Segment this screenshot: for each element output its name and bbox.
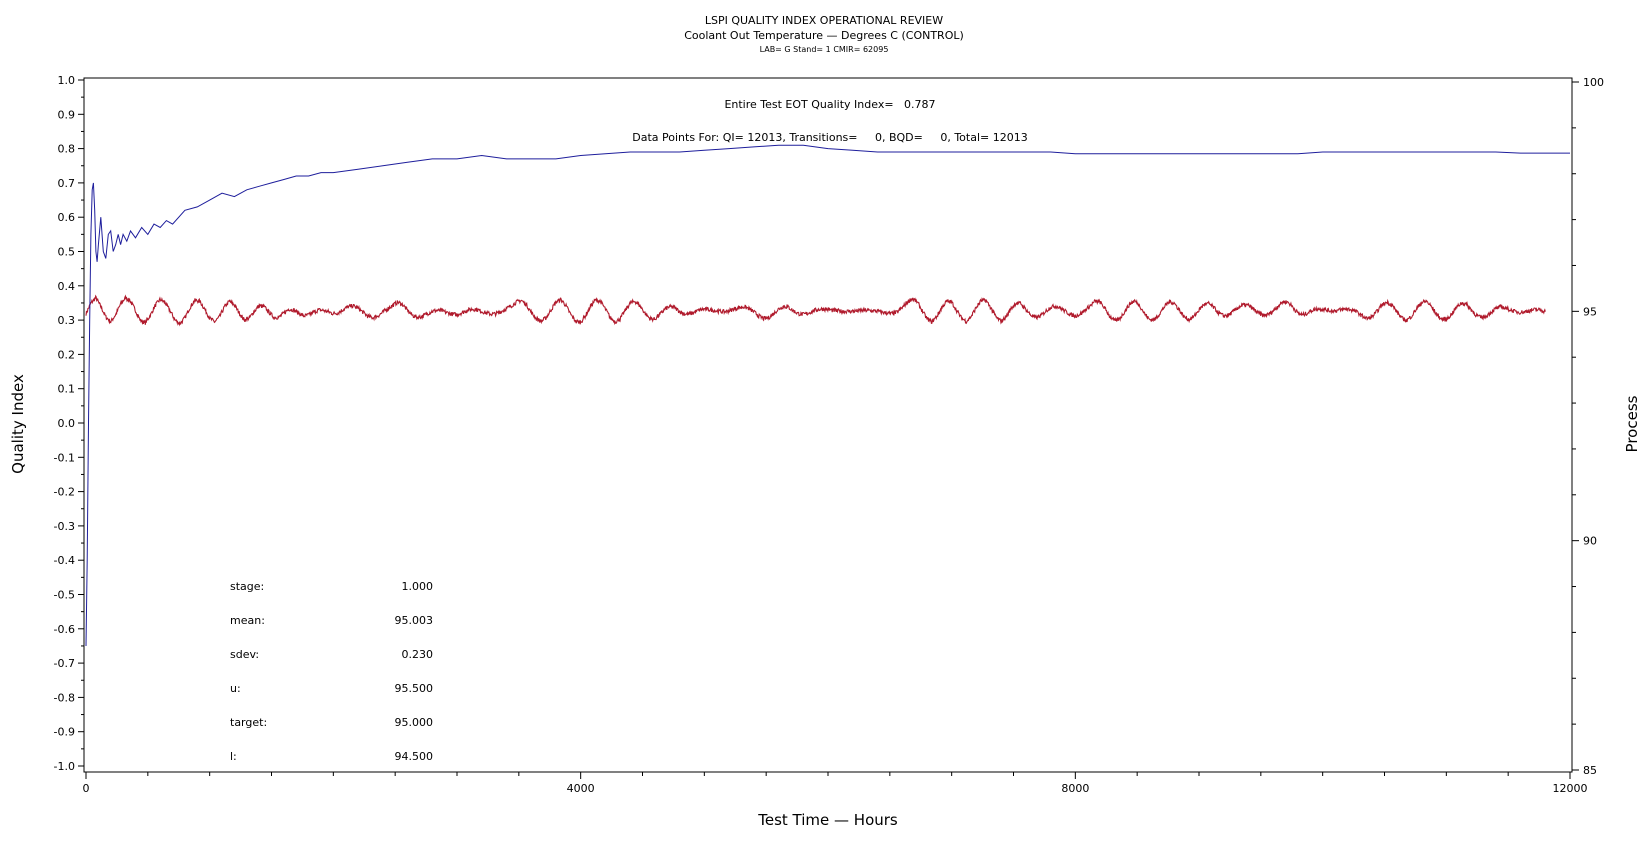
series-process-line — [85, 294, 1546, 327]
y-left-tick-label: 0.2 — [58, 348, 76, 361]
y-right-tick-label: 100 — [1583, 76, 1604, 89]
y-left-tick-label: -0.7 — [54, 657, 75, 670]
stat-label: stage: — [230, 580, 264, 593]
y-left-tick-label: 0.9 — [58, 108, 76, 121]
x-tick-label: 4000 — [567, 782, 595, 795]
y-left-tick-label: 1.0 — [58, 74, 76, 87]
stat-value: 95.003 — [395, 614, 434, 627]
plot-frame — [83, 77, 1573, 773]
y-left-tick-label: -0.9 — [54, 726, 75, 739]
chart-title: LSPI QUALITY INDEX OPERATIONAL REVIEW — [705, 14, 943, 27]
y-right-tick-label: 85 — [1583, 764, 1597, 777]
x-axis-label: Test Time — Hours — [757, 811, 898, 829]
y-left-tick-label: 0.8 — [58, 143, 76, 156]
y-left-tick-label: -0.3 — [54, 520, 75, 533]
y-left-tick-label: -0.1 — [54, 451, 75, 464]
y-left-tick-label: -0.8 — [54, 691, 75, 704]
x-tick-label: 8000 — [1061, 782, 1089, 795]
y-left-tick-label: -1.0 — [54, 760, 75, 773]
left-axis: -1.0 -0.9 -0.8 -0.7 -0.6 -0.5 -0.4 -0.3 -0.2 -0.1… — [54, 74, 84, 773]
y-axis-label-right: Process — [1623, 395, 1641, 452]
y-right-tick-label: 90 — [1583, 535, 1597, 548]
stat-label: mean: — [230, 614, 265, 627]
bottom-axis: 0 4000 8000 12000 — [83, 772, 1588, 795]
y-right-tick-label: 95 — [1583, 305, 1597, 318]
chart-subtitle-2: LAB= G Stand= 1 CMIR= 62095 — [760, 45, 889, 54]
y-left-tick-label: 0.1 — [58, 383, 76, 396]
stat-label: u: — [230, 682, 241, 695]
chart-subtitle: Coolant Out Temperature — Degrees C (CON… — [684, 29, 964, 42]
y-left-tick-label: 0.3 — [58, 314, 76, 327]
stat-value: 95.500 — [395, 682, 434, 695]
annotation-data-points: Data Points For: QI= 12013, Transitions=… — [632, 131, 1027, 144]
annotation-qi: Entire Test EOT Quality Index= 0.787 — [724, 98, 935, 111]
y-left-tick-label: 0.5 — [58, 246, 76, 259]
y-left-tick-label: 0.0 — [58, 417, 76, 430]
stat-value: 1.000 — [402, 580, 434, 593]
stat-value: 94.500 — [395, 750, 434, 763]
stat-value: 95.000 — [395, 716, 434, 729]
y-left-tick-label: -0.2 — [54, 486, 75, 499]
y-left-tick-label: -0.6 — [54, 623, 75, 636]
stat-label: sdev: — [230, 648, 259, 661]
stat-label: l: — [230, 750, 237, 763]
y-left-tick-label: 0.7 — [58, 177, 76, 190]
x-tick-label: 12000 — [1553, 782, 1588, 795]
stats-table: stage: 1.000 mean: 95.003 sdev: 0.230 u: 95.500… — [230, 580, 433, 763]
y-left-tick-label: -0.5 — [54, 589, 75, 602]
x-tick-label: 0 — [83, 782, 90, 795]
y-axis-label-left: Quality Index — [9, 374, 27, 474]
right-axis: 85 90 95 100 — [1572, 76, 1604, 777]
series-quality-index-line — [85, 144, 1570, 647]
y-left-tick-label: -0.4 — [54, 554, 75, 567]
y-left-tick-label: 0.4 — [58, 280, 76, 293]
y-left-tick-label: 0.6 — [58, 211, 76, 224]
stat-label: target: — [230, 716, 267, 729]
stat-value: 0.230 — [402, 648, 434, 661]
